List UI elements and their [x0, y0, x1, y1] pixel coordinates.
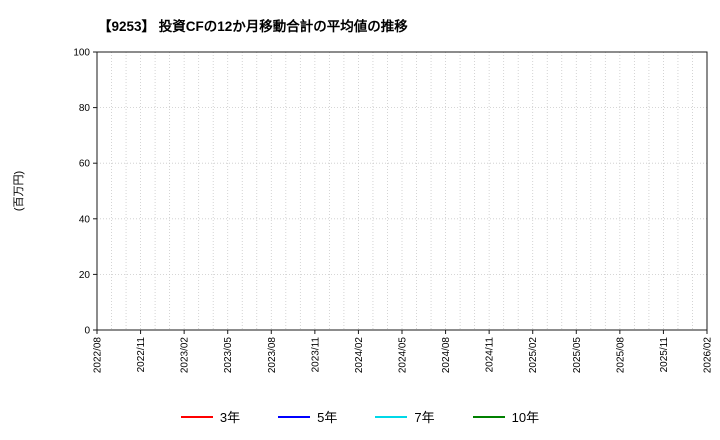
legend-line-swatch [472, 415, 505, 418]
x-tick-label: 2023/05 [223, 337, 234, 374]
y-tick-label: 100 [73, 48, 90, 59]
legend-item: 10年 [472, 407, 540, 426]
x-tick-label: 2025/05 [572, 337, 583, 374]
y-tick-label: 80 [79, 103, 91, 114]
x-tick-label: 2022/08 [93, 337, 104, 374]
legend-label: 7年 [414, 410, 435, 425]
legend-item: 7年 [375, 407, 435, 426]
legend-label: 5年 [317, 410, 338, 425]
chart-title: 【9253】 投資CFの12か月移動合計の平均値の推移 [98, 19, 408, 34]
x-tick-label: 2025/02 [528, 337, 539, 374]
x-tick-label: 2025/11 [659, 337, 670, 373]
plot-area: 0 20 40 60 80 100 2022/08 2022/11 2023/02 2023/05… [73, 48, 714, 374]
x-tick-label: 2026/02 [703, 337, 714, 374]
legend-label: 3年 [219, 410, 241, 425]
x-tick-label: 2022/11 [136, 337, 147, 373]
x-tick-label: 2024/05 [398, 337, 409, 374]
x-tick-label: 2023/11 [310, 337, 321, 373]
x-tick-label: 2023/02 [180, 337, 191, 374]
x-tick-label: 2023/08 [267, 337, 278, 374]
y-tick-label: 60 [79, 159, 91, 170]
y-tick-label: 40 [79, 214, 91, 225]
x-tick-label: 2024/11 [485, 337, 496, 373]
x-tick-label: 2025/08 [615, 337, 626, 374]
x-tick-label: 2024/02 [354, 337, 365, 374]
legend-line-swatch [180, 415, 213, 418]
y-tick-label: 20 [79, 270, 91, 281]
legend: 3年 5年 7年 10年 [0, 407, 720, 426]
legend-item: 5年 [278, 407, 337, 426]
legend-line-swatch [375, 415, 408, 418]
x-tick-label: 2024/08 [441, 337, 452, 374]
legend-line-swatch [278, 415, 311, 418]
legend-item: 3年 [180, 407, 241, 426]
legend-label: 10年 [511, 410, 540, 425]
y-tick-label: 0 [84, 326, 90, 337]
